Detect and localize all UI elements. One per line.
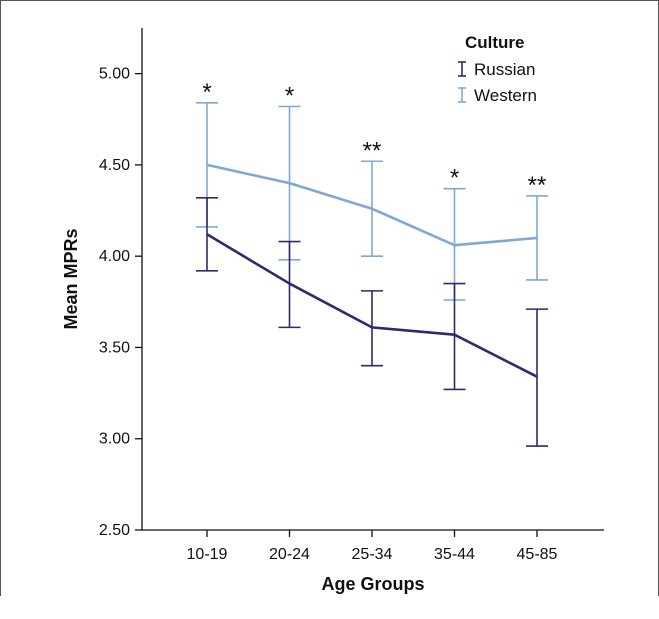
legend-label-russian: Russian: [474, 60, 535, 79]
significance-marker: **: [363, 137, 382, 164]
frame-gap: [0, 596, 659, 619]
x-tick-label: 20-24: [269, 546, 310, 563]
x-tick-label: 10-19: [187, 546, 228, 563]
series-western: [196, 102, 548, 301]
legend-item-russian: Russian: [458, 60, 535, 79]
y-axis-title: Mean MPRs: [61, 228, 81, 329]
series-layer: [196, 102, 548, 447]
significance-marker: *: [285, 82, 294, 109]
series-russian: [196, 196, 548, 447]
series-line-western: [206, 163, 538, 247]
significance-annotations: * **** **: [202, 79, 546, 199]
y-tick-label: 2.50: [99, 522, 130, 539]
y-ticks: 2.50 3.00 3.50 4.00 4.50 5.00: [99, 66, 142, 539]
legend: Culture Russian Western: [458, 33, 537, 105]
x-ticks: 10-19 20-24 25-34 35-44 45-85: [187, 530, 558, 563]
axes: 2.50 3.00 3.50 4.00 4.50 5.00 10-19 20-24 25-34…: [99, 28, 604, 563]
y-tick-label: 3.00: [99, 431, 130, 448]
x-axis-title: Age Groups: [321, 574, 424, 594]
y-tick-label: 5.00: [99, 66, 130, 83]
legend-title: Culture: [465, 33, 525, 52]
x-tick-label: 25-34: [352, 546, 393, 563]
error-bar-russian: [526, 308, 548, 447]
y-tick-label: 4.50: [99, 157, 130, 174]
legend-item-western: Western: [458, 86, 537, 105]
y-tick-label: 4.00: [99, 248, 130, 265]
y-tick-label: 3.50: [99, 339, 130, 356]
legend-label-western: Western: [474, 86, 537, 105]
significance-marker: *: [202, 79, 211, 106]
series-line-russian: [206, 233, 538, 378]
x-tick-label: 35-44: [434, 546, 475, 563]
error-bar-russian: [443, 282, 466, 391]
significance-marker: **: [528, 172, 547, 199]
significance-marker: *: [450, 165, 459, 192]
x-tick-label: 45-85: [517, 546, 558, 563]
